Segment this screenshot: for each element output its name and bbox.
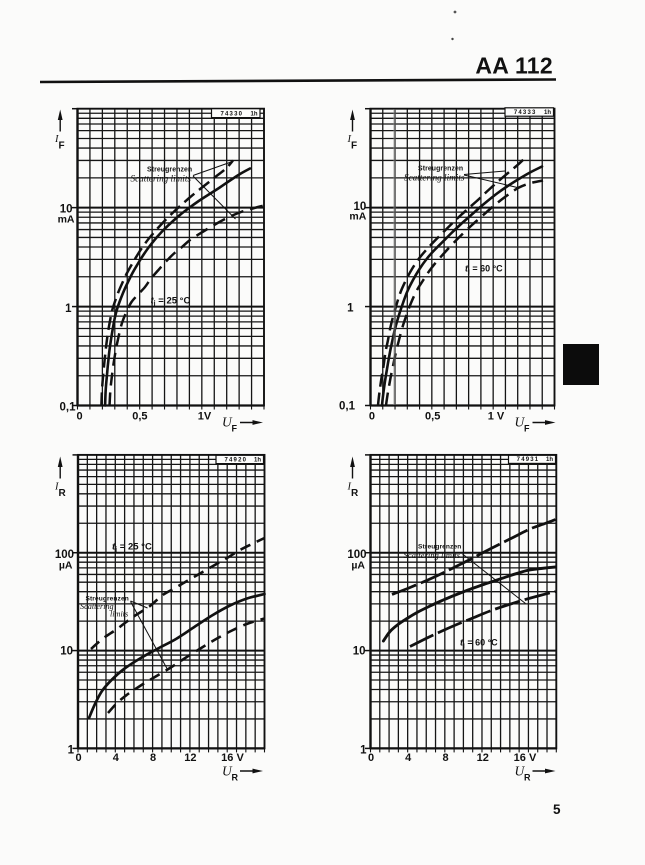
svg-text:I: I [347, 482, 352, 493]
svg-text:8: 8 [442, 752, 448, 764]
svg-text:1h: 1h [254, 457, 261, 463]
svg-text:1h: 1h [544, 110, 551, 116]
svg-text:16 V: 16 V [221, 752, 244, 764]
svg-text:µA: µA [59, 560, 73, 572]
svg-text:F: F [232, 424, 238, 434]
svg-text:1V: 1V [198, 411, 212, 423]
svg-text:1h: 1h [546, 457, 553, 463]
svg-text:10: 10 [60, 204, 73, 216]
svg-text:1: 1 [65, 303, 72, 315]
svg-text:Streugrenzen: Streugrenzen [86, 596, 129, 603]
svg-text:I: I [54, 482, 59, 493]
svg-text:limits: limits [110, 610, 128, 619]
svg-text:mA: mA [349, 211, 366, 223]
svg-text:tj = 60 °C: tj = 60 °C [465, 264, 503, 276]
svg-text:10: 10 [353, 646, 366, 658]
svg-text:AA 112: AA 112 [475, 53, 553, 79]
svg-text:1: 1 [347, 303, 354, 315]
svg-text:R: R [351, 488, 359, 499]
svg-text:tj = 25 °C: tj = 25 °C [151, 296, 191, 308]
svg-text:Streugrenzen: Streugrenzen [418, 544, 461, 551]
svg-text:100: 100 [55, 549, 74, 561]
svg-text:tj = 25 °C: tj = 25 °C [112, 542, 152, 554]
svg-text:0,5: 0,5 [425, 411, 440, 423]
svg-text:74333: 74333 [514, 110, 537, 116]
svg-text:0: 0 [77, 411, 83, 423]
svg-text:5: 5 [553, 802, 561, 817]
svg-text:10: 10 [60, 646, 73, 658]
svg-text:F: F [59, 141, 65, 152]
svg-text:1: 1 [68, 745, 75, 757]
svg-text:Scattering limits: Scattering limits [404, 550, 461, 560]
svg-text:74920: 74920 [224, 457, 247, 463]
svg-text:0: 0 [75, 752, 81, 764]
svg-text:I: I [347, 134, 352, 145]
svg-text:100: 100 [347, 549, 366, 561]
svg-text:4: 4 [113, 752, 120, 764]
svg-text:mA: mA [58, 214, 75, 226]
svg-text:0,5: 0,5 [132, 411, 147, 423]
svg-text:U: U [222, 764, 233, 779]
svg-text:Scattering: Scattering [80, 602, 114, 611]
svg-text:µA: µA [351, 560, 365, 572]
svg-text:1 V: 1 V [488, 411, 505, 423]
svg-text:U: U [515, 764, 526, 779]
svg-text:Streugrenzen: Streugrenzen [147, 167, 192, 174]
svg-text:Streugrenzen: Streugrenzen [418, 166, 463, 173]
svg-text:0: 0 [368, 752, 374, 764]
svg-text:I: I [54, 134, 59, 145]
svg-text:U: U [222, 415, 233, 430]
svg-text:F: F [524, 424, 530, 434]
svg-text:10: 10 [354, 201, 367, 213]
svg-text:1: 1 [360, 745, 367, 757]
svg-text:Scattering limits: Scattering limits [131, 174, 192, 184]
svg-text:74330: 74330 [220, 111, 243, 117]
svg-text:tj = 60 °C: tj = 60 °C [460, 638, 498, 650]
svg-text:12: 12 [477, 752, 489, 764]
svg-text:0: 0 [369, 411, 375, 423]
svg-text:8: 8 [150, 752, 156, 764]
svg-text:74931: 74931 [517, 457, 540, 463]
svg-text:1h: 1h [250, 111, 257, 117]
svg-text:0,1: 0,1 [60, 402, 77, 414]
svg-text:16 V: 16 V [514, 752, 537, 764]
svg-text:12: 12 [184, 752, 196, 764]
svg-text:F: F [351, 141, 357, 152]
svg-text:R: R [232, 773, 239, 783]
svg-text:R: R [59, 488, 67, 499]
svg-text:U: U [515, 415, 526, 430]
svg-text:4: 4 [405, 752, 412, 764]
svg-text:Scattering limits: Scattering limits [404, 173, 465, 183]
svg-text:0,1: 0,1 [339, 401, 356, 413]
svg-text:R: R [524, 773, 531, 783]
